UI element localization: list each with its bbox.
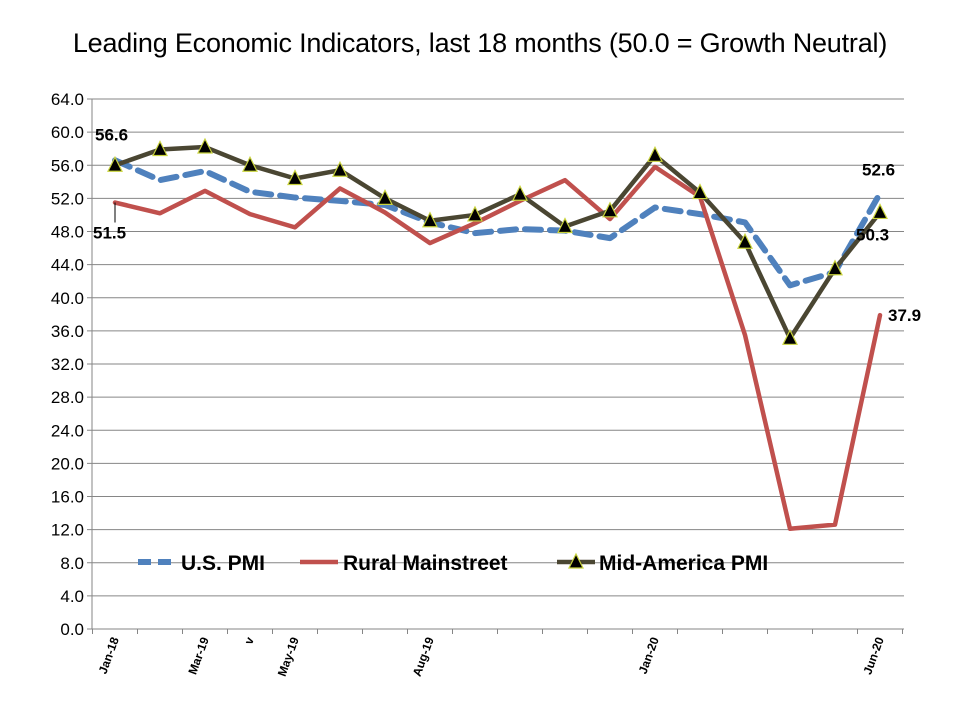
y-tick-label: 12.0 <box>51 521 84 540</box>
data-point-marker <box>647 145 663 162</box>
data-label: 51.5 <box>93 224 126 243</box>
data-point-marker <box>737 232 753 249</box>
data-point-marker <box>827 259 843 276</box>
data-label: 37.9 <box>888 306 921 325</box>
y-tick-label: 4.0 <box>60 587 84 606</box>
y-tick-label: 52.0 <box>51 189 84 208</box>
series-line-mid-america-pmi <box>112 144 883 341</box>
legend-marker <box>568 552 584 569</box>
y-tick-label: 0.0 <box>60 620 84 639</box>
x-tick-label: Aug-19 <box>410 635 437 678</box>
data-label: 50.3 <box>856 225 889 244</box>
series-line-rural-mainstreet <box>112 164 883 532</box>
series-line-u-s-pmi <box>112 157 883 289</box>
y-tick-label: 16.0 <box>51 488 84 507</box>
data-point-marker <box>467 205 483 222</box>
x-tick-label: Jun-20 <box>860 635 886 676</box>
data-label: 52.6 <box>862 160 895 179</box>
data-point-marker <box>287 169 303 186</box>
data-point-marker <box>692 183 708 200</box>
y-tick-label: 28.0 <box>51 388 84 407</box>
y-tick-label: 36.0 <box>51 322 84 341</box>
y-tick-label: 24.0 <box>51 421 84 440</box>
chart-title: Leading Economic Indicators, last 18 mon… <box>72 28 888 58</box>
y-tick-label: 8.0 <box>60 554 84 573</box>
y-tick-label: 64.0 <box>51 90 84 109</box>
data-point-marker <box>377 189 393 205</box>
data-point-marker <box>872 203 888 220</box>
x-tick-label: v <box>241 635 257 646</box>
x-tick-label: Jan-20 <box>636 635 662 676</box>
legend-label: U.S. PMI <box>181 552 265 575</box>
y-tick-label: 48.0 <box>51 223 84 242</box>
data-point-marker <box>197 137 213 154</box>
y-tick-label: 44.0 <box>51 256 84 275</box>
legend-label: Rural Mainstreet <box>343 552 508 575</box>
x-tick-label: Mar-19 <box>185 635 211 676</box>
data-label: 56.6 <box>95 125 128 144</box>
data-point-marker <box>422 211 438 228</box>
data-point-marker <box>557 217 573 234</box>
y-tick-label: 32.0 <box>51 355 84 374</box>
data-point-marker <box>242 155 258 172</box>
legend-label: Mid-America PMI <box>599 552 768 575</box>
data-point-marker <box>512 184 528 201</box>
data-point-marker <box>152 140 168 157</box>
data-point-marker <box>602 201 618 218</box>
x-tick-label: Jan-18 <box>96 635 122 676</box>
data-point-marker <box>332 160 348 177</box>
y-tick-label: 40.0 <box>51 289 84 308</box>
data-point-marker <box>107 155 123 172</box>
x-tick-label: May-19 <box>275 635 302 678</box>
data-point-marker <box>782 328 798 345</box>
y-tick-label: 20.0 <box>51 454 84 473</box>
y-tick-label: 56.0 <box>51 156 84 175</box>
y-tick-label: 60.0 <box>51 123 84 142</box>
